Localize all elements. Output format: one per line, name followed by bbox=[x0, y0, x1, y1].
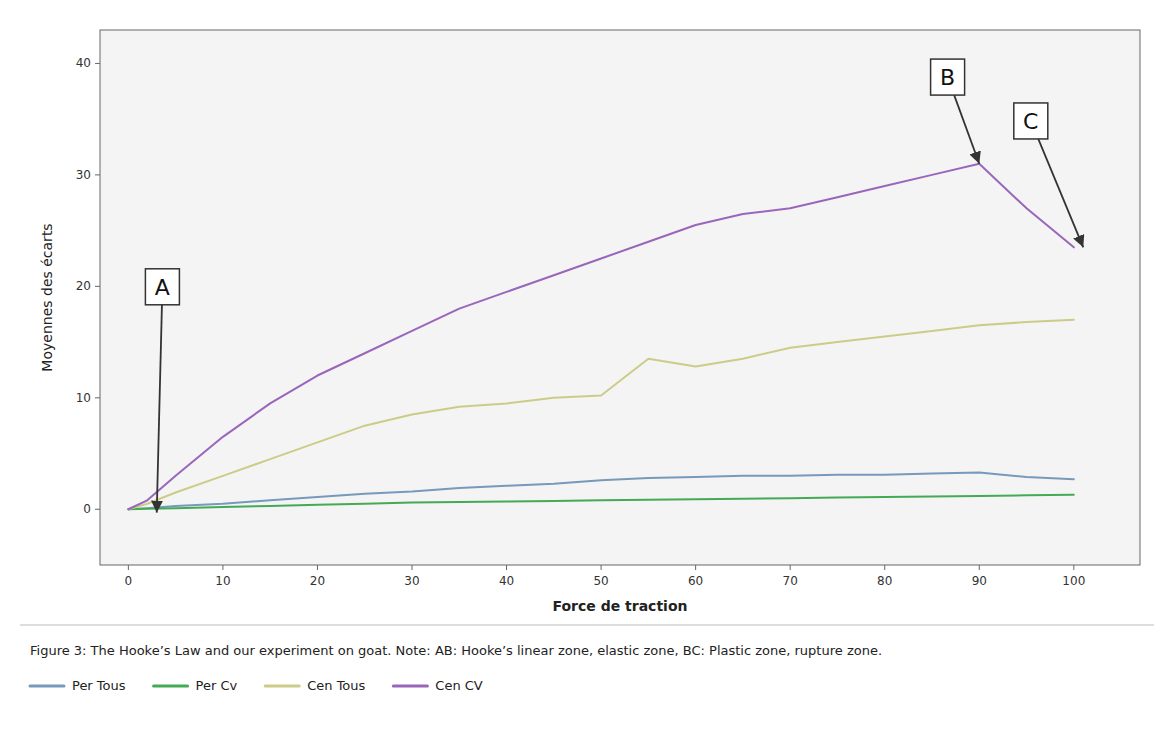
annotation-label: B bbox=[940, 65, 955, 90]
x-tick bbox=[601, 565, 602, 570]
y-tick-label: 30 bbox=[76, 168, 91, 182]
x-tick-label: 90 bbox=[972, 574, 987, 588]
legend-swatch bbox=[30, 685, 64, 688]
legend-swatch bbox=[265, 685, 299, 688]
x-tick bbox=[1073, 565, 1074, 570]
x-axis-label: Force de traction bbox=[553, 598, 688, 614]
x-tick-label: 50 bbox=[593, 574, 608, 588]
annotation-arrow bbox=[1038, 139, 1083, 247]
annotation-box bbox=[931, 59, 965, 95]
legend-entry: Cen Tous bbox=[307, 678, 365, 693]
annotation-box bbox=[1014, 103, 1048, 139]
series-line bbox=[128, 320, 1073, 509]
x-tick bbox=[222, 565, 223, 570]
plot-frame bbox=[100, 30, 1140, 565]
legend-swatch bbox=[154, 685, 188, 688]
y-tick bbox=[95, 397, 100, 398]
y-tick-label: 0 bbox=[83, 502, 91, 516]
plot-background bbox=[100, 30, 1140, 565]
x-tick bbox=[979, 565, 980, 570]
series-line bbox=[128, 495, 1073, 509]
x-tick-label: 0 bbox=[125, 574, 133, 588]
annotation-box bbox=[145, 269, 179, 305]
y-tick bbox=[95, 509, 100, 510]
x-tick bbox=[506, 565, 507, 570]
x-tick bbox=[128, 565, 129, 570]
y-tick bbox=[95, 63, 100, 64]
annotation-arrow bbox=[954, 95, 979, 164]
series-group bbox=[128, 164, 1073, 510]
legend-entry: Per Cv bbox=[196, 678, 238, 693]
caption: Figure 3: The Hooke’s Law and our experi… bbox=[30, 643, 882, 658]
x-tick-label: 40 bbox=[499, 574, 514, 588]
x-tick-label: 20 bbox=[310, 574, 325, 588]
series-line bbox=[128, 472, 1073, 509]
chart: 0 10 20 30 40 50 60 70 80 90 100 0 10 20 30 40 Force de … bbox=[0, 0, 1174, 755]
legend-entry: Per Tous bbox=[72, 678, 126, 693]
y-tick-label: 20 bbox=[76, 279, 91, 293]
y-tick-label: 40 bbox=[76, 56, 91, 70]
legend-swatch bbox=[393, 685, 427, 688]
annotation-arrow bbox=[157, 305, 162, 513]
separator bbox=[20, 625, 1154, 626]
x-tick bbox=[695, 565, 696, 570]
annotation-label: A bbox=[155, 275, 170, 300]
x-tick-label: 30 bbox=[404, 574, 419, 588]
x-tick bbox=[790, 565, 791, 570]
x-tick-label: 100 bbox=[1062, 574, 1085, 588]
x-tick-label: 70 bbox=[783, 574, 798, 588]
x-tick-label: 10 bbox=[215, 574, 230, 588]
y-axis-label: Moyennes des écarts bbox=[39, 223, 55, 371]
x-tick bbox=[317, 565, 318, 570]
x-tick bbox=[884, 565, 885, 570]
x-tick-label: 60 bbox=[688, 574, 703, 588]
annotation-label: C bbox=[1023, 109, 1038, 134]
legend-entry: Cen CV bbox=[435, 678, 483, 693]
y-tick bbox=[95, 286, 100, 287]
legend: Per Tous Per Cv Cen Tous Cen CV bbox=[30, 678, 483, 693]
y-tick-label: 10 bbox=[76, 391, 91, 405]
series-line bbox=[128, 164, 1073, 510]
x-tick-label: 80 bbox=[877, 574, 892, 588]
x-tick bbox=[412, 565, 413, 570]
y-tick bbox=[95, 174, 100, 175]
